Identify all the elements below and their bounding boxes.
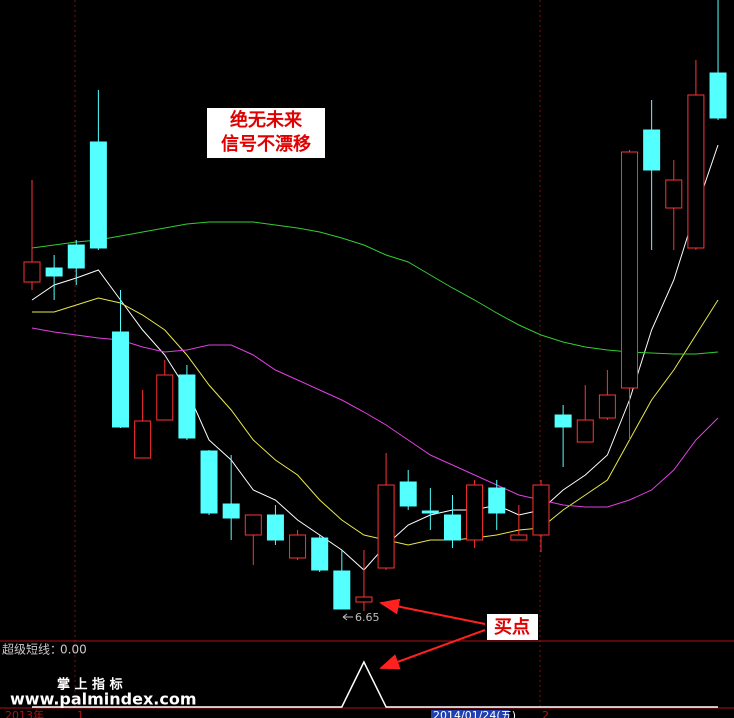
candle-body — [134, 420, 152, 459]
candle-body — [488, 487, 506, 514]
candle-body — [421, 510, 439, 514]
candle-body — [333, 570, 351, 610]
buy-annotation: 买点 — [494, 616, 530, 638]
cursor-date: 2014/01/24(五) — [433, 709, 516, 718]
candle-body — [222, 503, 240, 519]
candle-body — [532, 484, 550, 536]
annotation: 信号不漂移 — [221, 133, 311, 155]
candle-body — [576, 419, 594, 443]
ma-line — [32, 297, 719, 546]
candle-body — [156, 374, 174, 421]
candle-body — [399, 481, 417, 507]
candle-body — [466, 484, 484, 541]
ma-line — [31, 221, 719, 355]
x-axis-label: 1 — [77, 709, 84, 718]
candle-body — [665, 179, 683, 209]
candle-body — [89, 141, 107, 249]
candle-body — [45, 267, 63, 277]
low-arrow — [342, 613, 348, 621]
candle-body — [621, 151, 639, 389]
candle-body — [289, 534, 307, 559]
arrow — [379, 629, 486, 670]
candle-body — [23, 261, 41, 283]
candle-body — [687, 94, 705, 249]
candle-body — [510, 534, 528, 541]
candle-body — [266, 514, 284, 541]
candle-body — [443, 514, 461, 541]
x-axis-label: 2013年 — [5, 708, 44, 718]
plot — [23, 0, 727, 708]
candle-body — [200, 450, 218, 514]
annotation-box — [487, 614, 538, 640]
ma-line — [31, 144, 719, 571]
watermark: 掌 上 指 标 — [57, 677, 123, 693]
candle-body — [554, 414, 572, 428]
indicator-line — [32, 660, 718, 708]
cursor-box — [431, 710, 509, 718]
annotation-box — [207, 108, 325, 158]
candle-body — [709, 72, 727, 119]
indicator-name: 超级短线： — [2, 642, 62, 657]
candle-body — [355, 596, 373, 603]
candle-body — [598, 394, 616, 419]
annotation: 绝无未来 — [230, 109, 303, 131]
ma-line — [31, 327, 719, 508]
candle-body — [244, 514, 262, 536]
candle-body — [67, 244, 85, 269]
candle-body — [178, 374, 196, 439]
candle-body — [311, 537, 329, 571]
low-label: 6.65 — [355, 611, 380, 624]
candle-body — [643, 129, 661, 171]
indicator-value: 0.00 — [60, 643, 87, 657]
candle-body — [112, 331, 130, 428]
arrow — [379, 598, 486, 625]
watermark: www.palmindex.com — [10, 690, 197, 709]
candle-body — [377, 484, 395, 569]
x-axis-label: 2 — [542, 709, 549, 718]
